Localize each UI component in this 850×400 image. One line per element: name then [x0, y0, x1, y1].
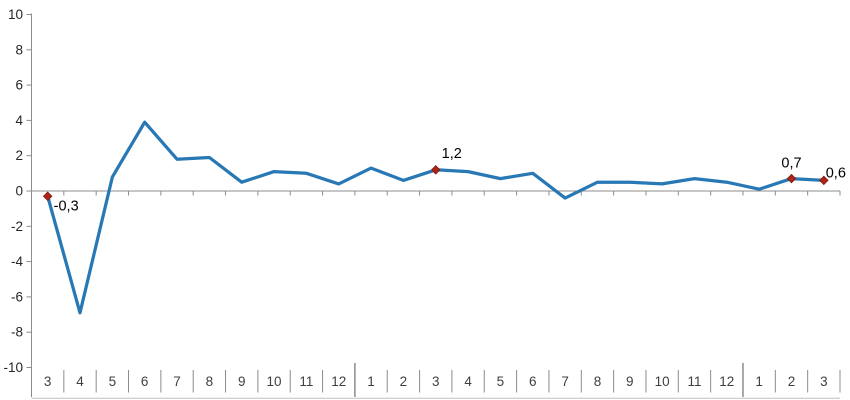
data-point-label: -0,3	[54, 198, 79, 214]
y-tick-label: -2	[11, 219, 23, 234]
x-tick-label: 3	[820, 374, 828, 389]
x-tick-label: 9	[626, 374, 634, 389]
y-tick-label: 10	[8, 7, 23, 22]
x-tick-label: 12	[331, 374, 346, 389]
x-tick-label: 11	[299, 374, 313, 389]
x-tick-label: 6	[529, 374, 537, 389]
data-point-marker	[819, 175, 829, 186]
data-point-marker	[430, 165, 441, 175]
x-tick-label: 2	[788, 374, 796, 389]
y-tick-label: -10	[3, 360, 23, 375]
y-tick-label: 2	[15, 148, 23, 163]
x-tick-label: 1	[367, 374, 375, 389]
x-tick-label: 4	[76, 374, 84, 389]
x-tick-label: 11	[687, 374, 701, 389]
x-tick-label: 3	[432, 374, 440, 389]
series-line	[46, 120, 826, 315]
x-tick-label: 10	[655, 374, 670, 389]
x-tick-label: 3	[44, 374, 52, 389]
x-tick-label: 8	[206, 374, 214, 389]
y-tick-label: 0	[15, 184, 23, 199]
data-point-marker	[42, 191, 53, 202]
y-tick-label: 8	[15, 42, 23, 57]
data-point-label: 1,2	[442, 146, 462, 162]
y-tick-label: 4	[15, 113, 23, 128]
x-tick-label: 12	[719, 374, 734, 389]
y-tick-label: -6	[11, 289, 23, 304]
x-tick-label: 9	[238, 374, 246, 389]
data-point-label: 0,6	[826, 165, 846, 181]
x-tick-label: 7	[173, 374, 181, 389]
x-tick-label: 10	[267, 374, 282, 389]
x-tick-label: 5	[109, 374, 117, 389]
x-tick-label: 5	[497, 374, 505, 389]
x-tick-label: 4	[464, 374, 472, 389]
data-point-label: 0,7	[781, 156, 801, 172]
y-tick-label: 6	[15, 78, 23, 93]
x-tick-label: 2	[400, 374, 408, 389]
x-tick-label: 8	[594, 374, 602, 389]
x-tick-label: 7	[561, 374, 569, 389]
x-tick-label: 6	[141, 374, 149, 389]
data-point-marker	[786, 173, 797, 184]
x-tick-label: 1	[755, 374, 763, 389]
y-tick-label: -8	[11, 325, 23, 340]
y-tick-label: -4	[11, 254, 23, 269]
